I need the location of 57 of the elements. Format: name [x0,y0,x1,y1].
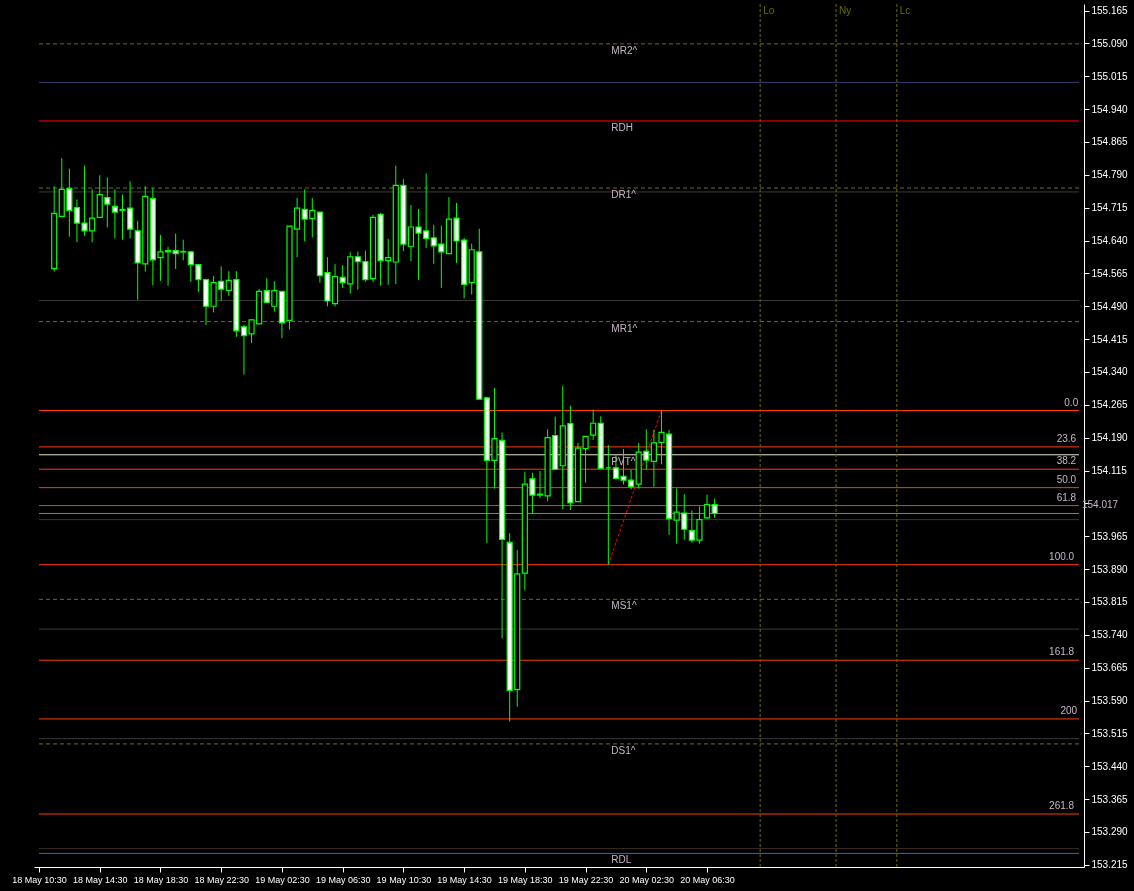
y-tick-label: 154.190 [1091,432,1129,444]
y-tick-label: 155.090 [1091,37,1129,49]
y-tick-label: 153.215 [1091,859,1129,871]
annotation: 61.8 [1056,491,1077,503]
annotation: 200 [1060,704,1078,716]
annotation: RDL [611,854,632,866]
x-tick-label: 19 May 18:30 [498,874,553,885]
x-tick-label: 20 May 06:30 [680,874,735,885]
x-tick-label: 19 May 22:30 [558,874,614,885]
y-tick-label: 154.565 [1091,267,1129,279]
y-tick-label: 153.290 [1091,826,1129,838]
y-tick-label: 153.365 [1091,793,1129,805]
y-tick-label: 154.940 [1091,103,1129,115]
y-tick-label: 154.115 [1091,465,1128,477]
y-tick-label: 153.665 [1091,662,1129,674]
x-tick-label: 18 May 10:30 [12,874,67,885]
y-tick-label: 154.790 [1091,169,1129,181]
annotation: MS1^ [611,600,637,612]
annotation: 100.0 [1049,550,1075,562]
annotation: 23.6 [1056,432,1077,444]
y-tick-label: 153.515 [1091,727,1129,739]
x-tick-label: 19 May 06:30 [315,874,371,885]
y-tick-label: 153.590 [1091,695,1129,707]
ref-line-label: Ny [839,5,852,16]
y-tick-label: 153.965 [1091,530,1129,542]
x-tick-label: 18 May 22:30 [194,874,249,885]
annotation: RDH [611,121,634,133]
x-tick-label: 18 May 14:30 [72,874,128,885]
y-tick-label: 154.340 [1091,366,1129,378]
y-tick-label: 155.015 [1091,70,1129,82]
x-tick-label: 19 May 14:30 [437,874,492,885]
annotation: 261.8 [1049,799,1075,811]
y-tick-label: 155.165 [1091,5,1129,17]
annotation: 50.0 [1056,473,1077,485]
x-tick-label: 19 May 02:30 [255,874,310,885]
ref-line-label: Lc [899,5,911,16]
y-tick-label: 154.265 [1091,399,1129,411]
x-tick-label: 18 May 18:30 [133,874,189,885]
y-tick-label: 153.740 [1091,629,1129,641]
y-tick-label: 154.640 [1091,235,1129,247]
y-tick-label: 154.865 [1091,136,1129,148]
y-tick-label: 153.890 [1091,563,1129,575]
y-tick-label: 154.715 [1091,202,1129,214]
ref-line-label: Lo [763,5,775,16]
annotation: 38.2 [1056,455,1077,467]
y-tick-label: 154.490 [1091,300,1129,312]
annotation: DS1^ [611,744,636,756]
y-tick-label: 153.440 [1091,760,1129,772]
y-tick-label: 154.415 [1091,333,1129,345]
y-tick-label: 153.815 [1091,596,1129,608]
x-tick-label: 20 May 02:30 [619,874,675,885]
annotation: DR1^ [611,188,637,200]
x-tick-label: 19 May 10:30 [376,874,432,885]
annotation: 161.8 [1049,646,1075,658]
annotation: 0.0 [1064,396,1079,408]
annotation: MR2^ [611,44,638,56]
annotation: MR1^ [611,322,638,334]
